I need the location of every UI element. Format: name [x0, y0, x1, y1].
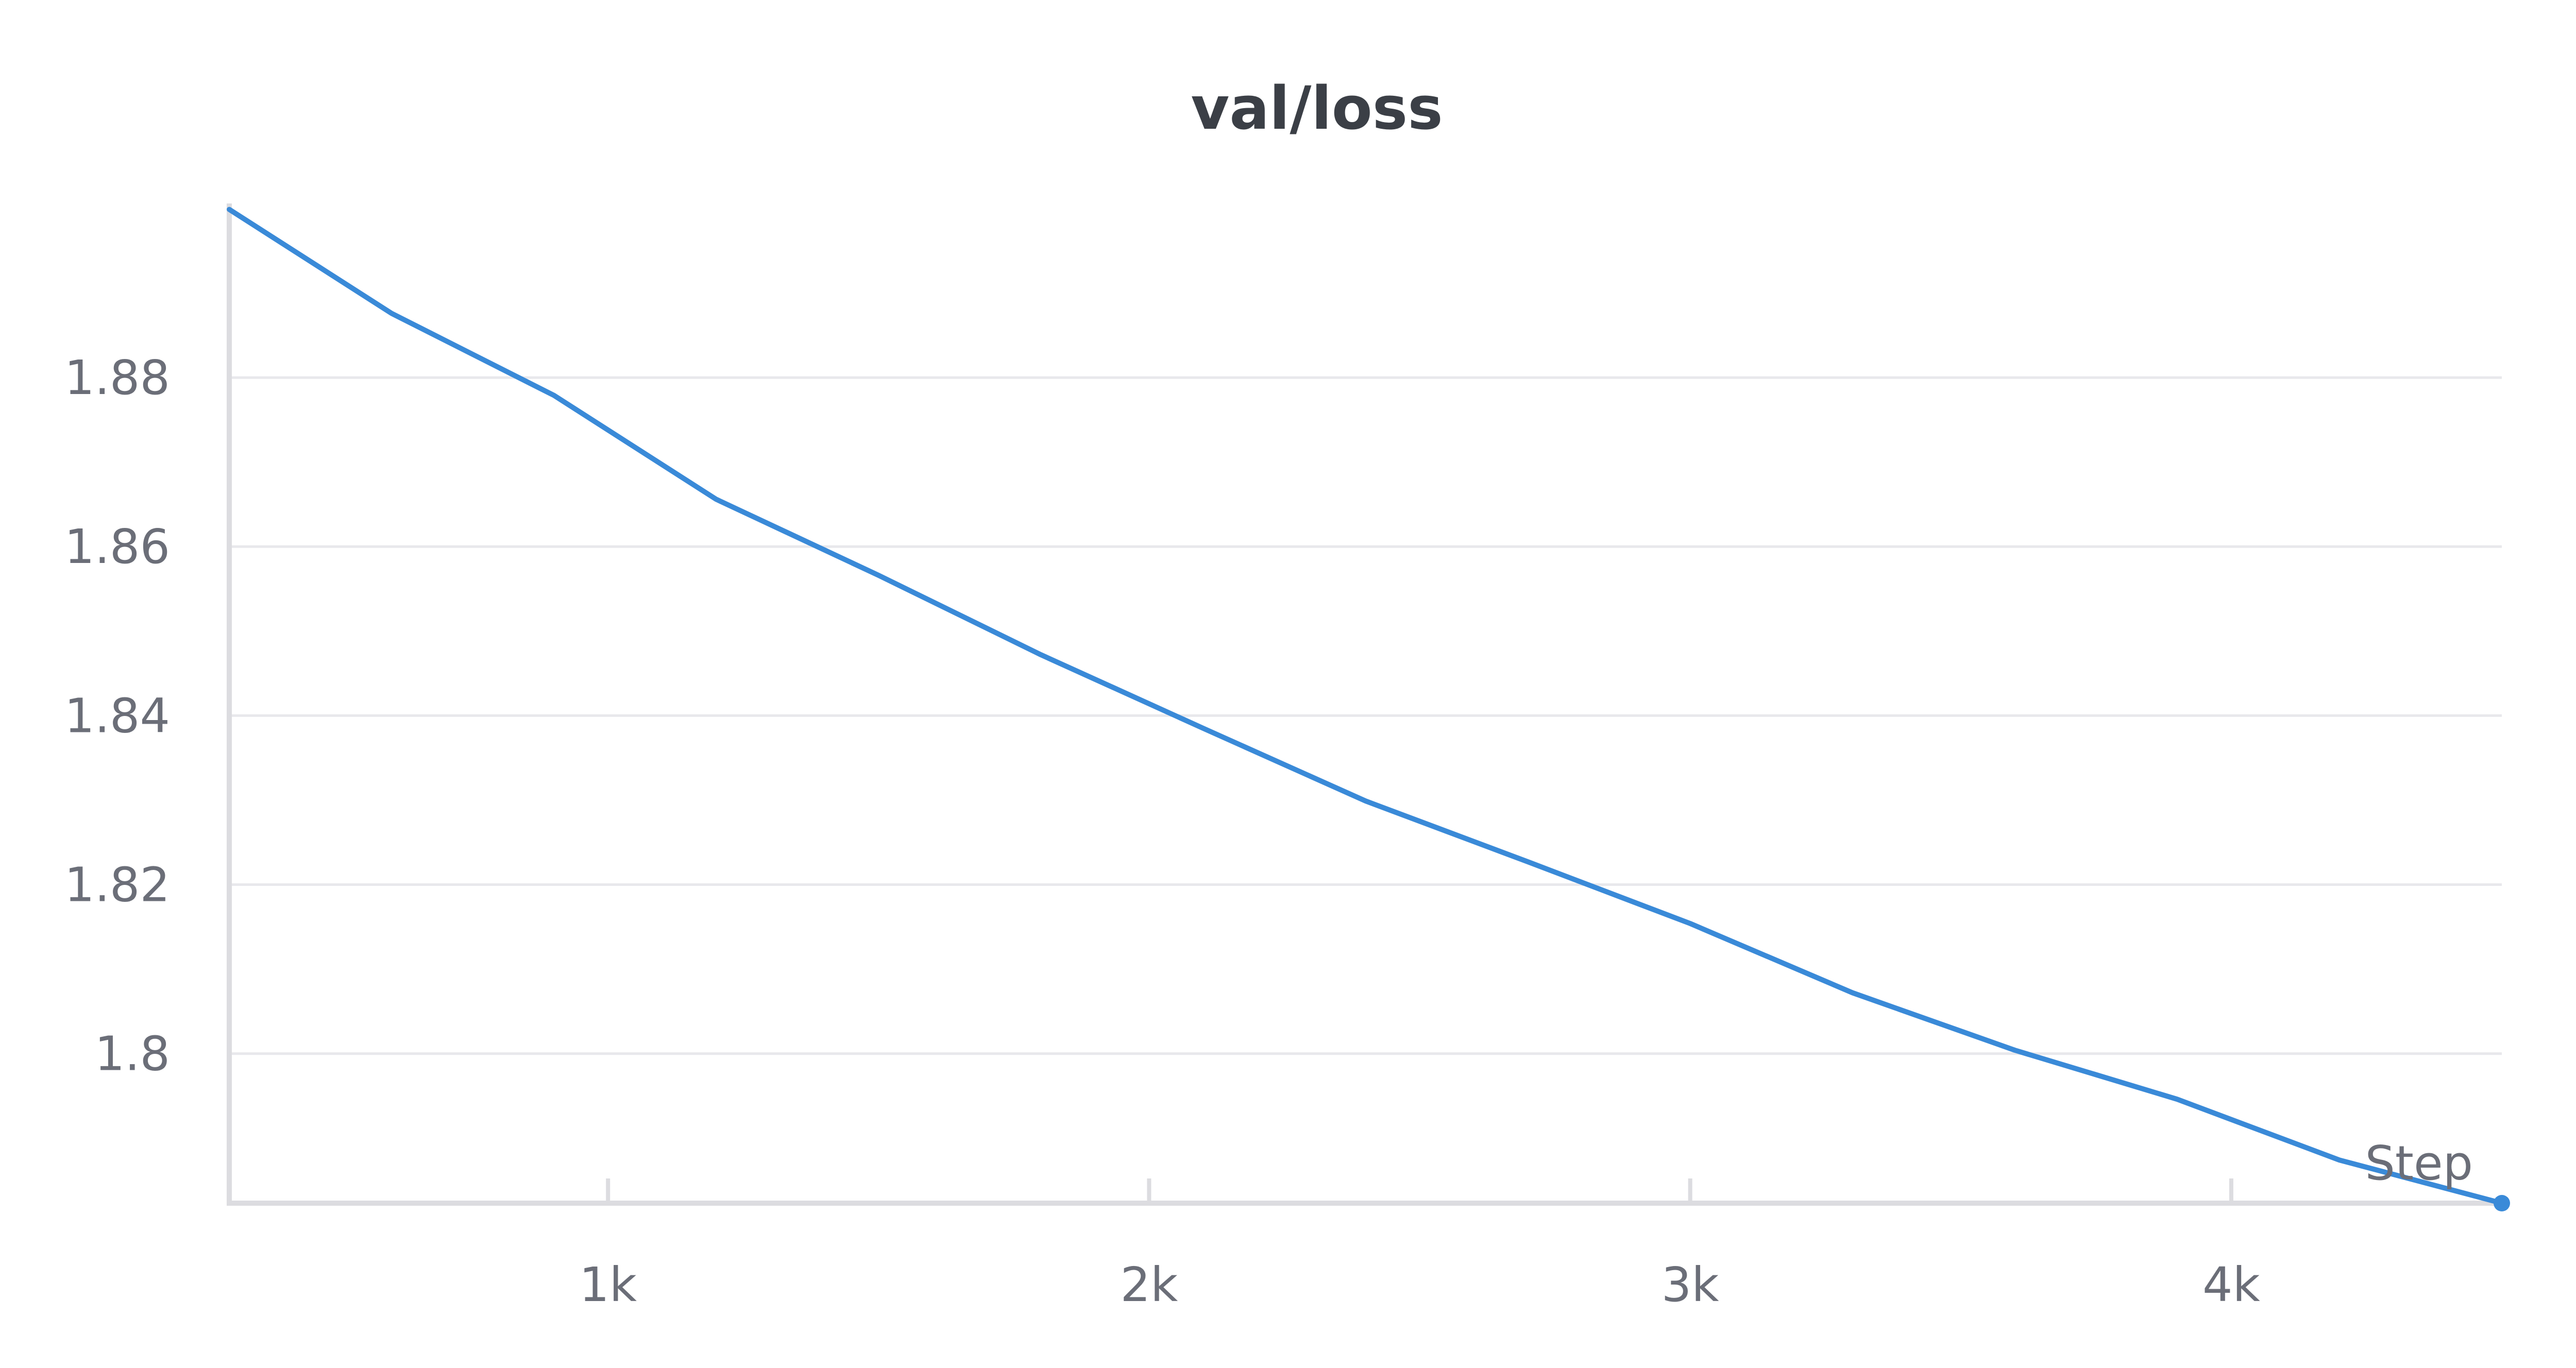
y-tick-label: 1.86: [64, 519, 170, 574]
series-endpoint-marker: [2494, 1195, 2510, 1211]
chart-title: val/loss: [1191, 74, 1443, 143]
x-axis-label: Step: [2365, 1136, 2473, 1191]
axes: [227, 203, 2502, 1206]
x-tick-label: 4k: [2202, 1257, 2261, 1312]
y-tick-label: 1.88: [64, 350, 170, 405]
x-tick-label: 2k: [1120, 1257, 1178, 1312]
series-layer: [227, 207, 2510, 1211]
y-tick-label: 1.82: [64, 857, 170, 912]
gridlines: [229, 376, 2502, 1055]
x-tick-label: 3k: [1662, 1257, 1720, 1312]
y-tick-label: 1.84: [64, 688, 170, 743]
tick-labels: 1.8 1.82 1.84 1.86 1.88 1k 2k 3k 4k: [64, 350, 2260, 1312]
x-tick-label: 1k: [579, 1257, 637, 1312]
y-tick-label: 1.8: [95, 1027, 170, 1082]
series-line: [227, 207, 2504, 1206]
